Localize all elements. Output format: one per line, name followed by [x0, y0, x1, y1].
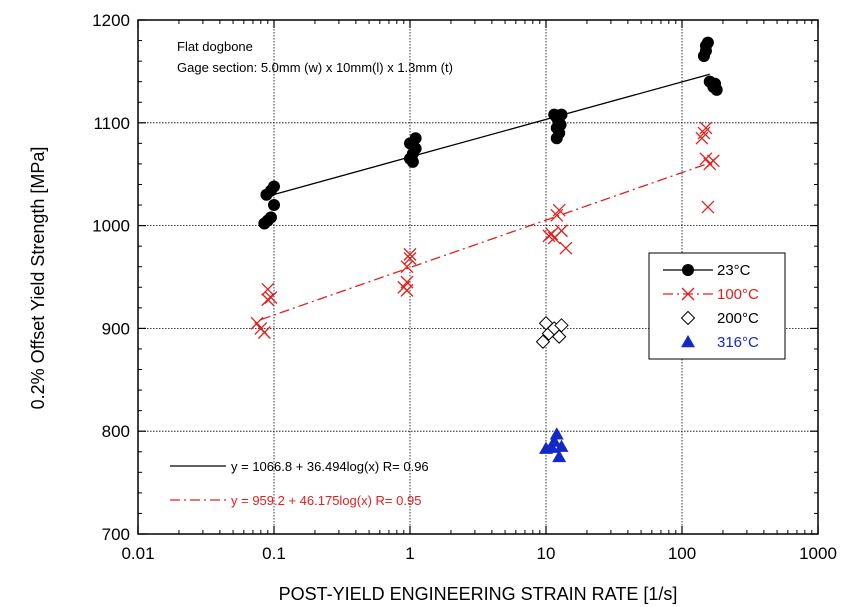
x-marker-stroke [403, 252, 417, 265]
data-point [403, 247, 417, 261]
x-marker-stroke [400, 283, 414, 297]
x-marker-stroke [257, 326, 271, 339]
data-point [535, 334, 551, 349]
data-point [268, 180, 280, 193]
data-point [264, 291, 278, 305]
legend-marker [681, 335, 695, 348]
data-point [555, 108, 568, 121]
x-marker-stroke [699, 121, 713, 135]
data-point [697, 126, 711, 140]
x-axis-label: POST-YIELD ENGINEERING STRAIN RATE [1/s] [279, 584, 678, 604]
x-marker-stroke [250, 316, 264, 330]
y-tick-label: 700 [102, 525, 130, 544]
annotation-gage-section: Gage section: 5.0mm (w) x 10mm(l) x 1.3m… [177, 60, 453, 75]
fit-line [260, 162, 710, 321]
data-point [551, 329, 567, 344]
x-marker-stroke [559, 241, 573, 255]
y-tick-label: 1100 [93, 114, 130, 133]
x-marker-stroke [545, 227, 559, 241]
data-point [545, 227, 559, 241]
plot-frame [137, 19, 819, 535]
data-point [550, 132, 563, 145]
legend: 23°C 100°C 200°C 316°C [648, 252, 786, 360]
data-point [554, 318, 569, 333]
x-marker-stroke [403, 247, 417, 261]
x-tick-label: 10 [537, 544, 556, 563]
x-marker-stroke [699, 152, 713, 166]
data-point [403, 252, 417, 265]
data-point [250, 316, 264, 330]
data-point [555, 224, 568, 238]
data-point [559, 241, 573, 255]
data-point [695, 131, 709, 145]
x-marker-stroke [552, 203, 566, 217]
data-point [544, 440, 559, 453]
legend-marker [682, 264, 694, 276]
data-point [409, 132, 422, 145]
fit-legend: y = 1066.8 + 36.494log(x) R= 0.96 y = 959… [170, 459, 429, 508]
y-tick-label: 1200 [92, 11, 130, 30]
data-point [699, 121, 713, 135]
legend-label: 316°C [717, 334, 759, 351]
x-marker-stroke [701, 200, 715, 214]
fit-equation-label: y = 959.2 + 46.175log(x) R= 0.95 [231, 493, 421, 508]
data-point [554, 439, 569, 452]
data-points [250, 36, 723, 463]
data-point [701, 200, 715, 214]
x-tick-label: 0.1 [262, 544, 286, 563]
legend-box [648, 252, 786, 360]
x-marker-stroke [261, 293, 275, 307]
data-point [549, 427, 564, 440]
data-point [261, 282, 275, 296]
x-marker-stroke [706, 154, 720, 168]
fit-equation-label: y = 1066.8 + 36.494log(x) R= 0.96 [231, 459, 429, 474]
legend-label: 200°C [717, 310, 759, 327]
y-axis-label: 0.2% Offset Yield Strength [MPa] [28, 147, 48, 410]
y-tick-label: 900 [102, 319, 130, 338]
x-marker-stroke [261, 282, 275, 296]
legend-marker [681, 287, 695, 301]
data-point [257, 326, 271, 339]
fit-line [273, 73, 710, 196]
legend-marker [680, 310, 696, 326]
data-point [701, 36, 714, 49]
data-point [264, 211, 277, 224]
data-point [547, 434, 562, 447]
x-marker-stroke [681, 287, 695, 301]
data-point [706, 154, 720, 168]
data-point [709, 77, 722, 90]
x-tick-label: 1000 [799, 544, 837, 563]
fit-lines [260, 73, 710, 321]
x-marker-stroke [264, 291, 278, 305]
y-tick-label: 1000 [92, 217, 130, 236]
data-point [406, 155, 419, 168]
data-point [400, 283, 414, 297]
y-tick-label: 800 [102, 422, 130, 441]
x-tick-label: 1 [405, 544, 414, 563]
data-point [552, 203, 566, 217]
annotation-specimen: Flat dogbone [177, 39, 253, 54]
x-tick-label: 100 [668, 544, 696, 563]
legend-label: 100°C [717, 286, 759, 303]
axis-ticks: 0.01 0.1 1 10 100 1000 700 800 900 1000 1100 1200 [92, 11, 837, 563]
data-point [268, 199, 280, 212]
x-marker-stroke [400, 260, 414, 274]
data-point [552, 449, 567, 463]
data-point [261, 293, 275, 307]
x-tick-label: 0.01 [121, 544, 154, 563]
x-marker-stroke [555, 224, 568, 238]
data-point [400, 260, 414, 274]
data-point [554, 118, 567, 131]
grid-lines [138, 20, 818, 534]
legend-label: 23°C [717, 262, 751, 279]
data-point [699, 152, 713, 166]
